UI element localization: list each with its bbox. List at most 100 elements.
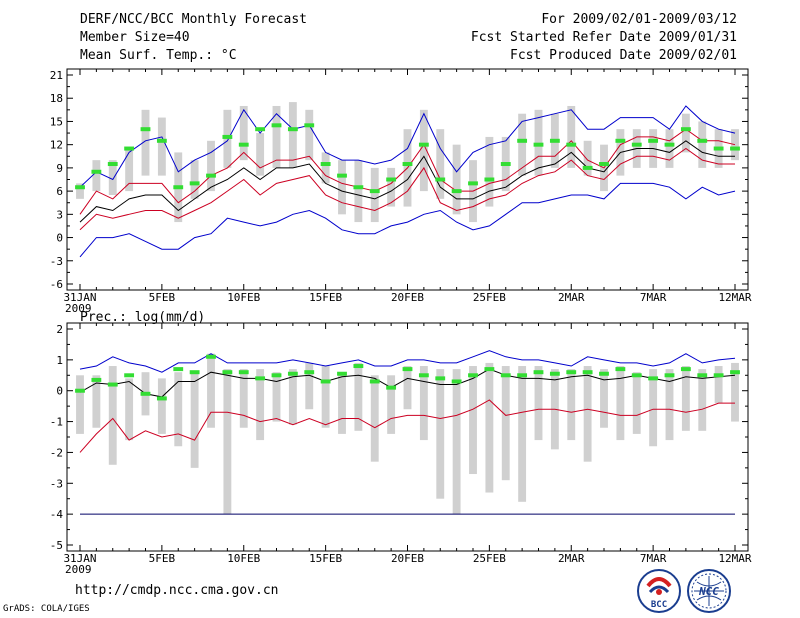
precip-climatology-mark (648, 376, 659, 381)
precip-y-tick-label: -2 (50, 446, 63, 459)
precip-ensemble-box (600, 369, 608, 428)
forecast-period: For 2009/02/01-2009/03/12 (541, 12, 737, 27)
temp-climatology-mark (730, 146, 740, 151)
temp-ensemble-box (239, 105, 248, 161)
temp-climatology-mark (664, 142, 675, 147)
precip-climatology-mark (124, 373, 135, 378)
precip-climatology-mark (713, 373, 724, 378)
temp-y-tick-label: 9 (56, 162, 63, 175)
precip-climatology-mark (255, 376, 266, 381)
precip-climatology-mark (222, 370, 233, 375)
precip-panel-title: Prec.: log(mm/d) (80, 310, 205, 325)
precip-climatology-mark (418, 373, 429, 378)
precip-climatology-mark (500, 373, 511, 378)
precip-ensemble-box (256, 369, 265, 441)
temp-ensemble-box (207, 140, 215, 192)
temp-x-tick-label: 15FEB (309, 291, 342, 304)
precip-max-line (79, 350, 736, 373)
temp-ensemble-box (256, 133, 265, 176)
precip-climatology-mark (107, 382, 118, 387)
precip-ensemble-box (518, 366, 527, 502)
temp-climatology-mark (418, 142, 429, 147)
precip-x-tick-label: 20FEB (391, 552, 424, 565)
precip-x-tick-label: 2MAR (558, 552, 585, 565)
precip-x-tick-label: 5FEB (149, 552, 176, 565)
temp-y-tick-label: 3 (56, 208, 63, 221)
precip-ensemble-box (583, 366, 592, 462)
temp-climatology-mark (287, 127, 298, 132)
precip-climatology-mark (566, 370, 577, 375)
precip-climatology-mark (337, 371, 347, 376)
temp-climatology-mark (91, 169, 102, 174)
precip-ensemble-box (92, 375, 101, 428)
precip-climatology-mark (369, 379, 380, 384)
temp-ensemble-box (190, 160, 199, 199)
precip-x-tick-label: 15FEB (309, 552, 342, 565)
precip-climatology-mark (730, 370, 740, 375)
temp-y-tick-label: 15 (50, 115, 63, 128)
precip-climatology-mark (75, 388, 85, 393)
temp-climatology-mark (337, 173, 347, 178)
temp-climatology-mark (124, 146, 135, 151)
temp-climatology-mark (615, 138, 626, 143)
temp-ensemble-box (272, 105, 281, 168)
precip-climatology-mark (91, 377, 102, 382)
temp-mean-line (79, 140, 735, 223)
temp-climatology-mark (517, 138, 528, 143)
bcc-logo-text: BCC (651, 600, 667, 610)
precip-climatology-mark (287, 371, 298, 376)
temp-ensemble-box (76, 183, 84, 199)
temp-y-tick-label: 18 (50, 92, 63, 105)
temp-climatology-mark (238, 142, 249, 147)
precip-ensemble-box (714, 366, 723, 404)
precip-climatology-mark (664, 373, 675, 378)
temp-ensemble-box (92, 160, 101, 192)
source-url[interactable]: http://cmdp.ncc.cma.gov.cn (75, 583, 279, 598)
precip-ensemble-box (501, 366, 510, 481)
temp-ensemble-box (108, 160, 117, 195)
precip-ensemble-box (632, 372, 641, 434)
precip-x-tick-label: 12MAR (718, 552, 751, 565)
precip-x-tick-label: 25FEB (473, 552, 506, 565)
temp-max-line (79, 105, 736, 188)
temp-climatology-mark (566, 142, 577, 147)
precip-ensemble-box (76, 375, 84, 434)
precip-ensemble-box (649, 369, 658, 447)
ncc-logo: NCC (687, 569, 731, 613)
precip-climatology-mark (451, 379, 462, 384)
precip-climatology-mark (271, 373, 282, 378)
temp-ensemble-box (665, 129, 674, 168)
temp-climatology-mark (697, 138, 708, 143)
temp-ensemble-box (567, 105, 576, 168)
precip-ensemble-box (239, 369, 248, 428)
temp-y-tick-label: 0 (56, 232, 63, 245)
temp-climatology-mark (468, 181, 478, 186)
temp-ensemble-box (141, 109, 150, 176)
temp-y-tick-label: 6 (56, 185, 63, 198)
precip-ensemble-box (567, 369, 576, 441)
precip-ensemble-box (534, 366, 543, 441)
temp-climatology-mark (140, 127, 151, 132)
precip-climatology-mark (206, 354, 216, 359)
temp-climatology-mark (189, 181, 200, 186)
variable-label: Mean Surf. Temp.: °C (80, 48, 237, 63)
precip-x-tick-label: 7MAR (640, 552, 667, 565)
temp-ensemble-box (698, 121, 707, 168)
ncc-logo-text: NCC (698, 585, 719, 598)
precip-climatology-mark (435, 376, 446, 381)
precip-climatology-mark (549, 371, 560, 376)
precip-climatology-mark (468, 373, 478, 378)
precip-climatology-mark (320, 379, 331, 384)
grads-credit: GrADS: COLA/IGES (3, 604, 90, 614)
precip-ensemble-box (321, 366, 330, 428)
precip-ensemble-box (485, 362, 494, 493)
precip-climatology-mark (238, 370, 249, 375)
precip-ensemble-box (665, 369, 674, 441)
temp-climatology-mark (271, 123, 282, 128)
temp-climatology-mark (582, 165, 593, 170)
precip-ensemble-box (288, 369, 297, 425)
temp-ensemble-box (387, 167, 396, 207)
temp-x-tick-label: 10FEB (227, 291, 260, 304)
temp-ensemble-box (583, 140, 592, 176)
